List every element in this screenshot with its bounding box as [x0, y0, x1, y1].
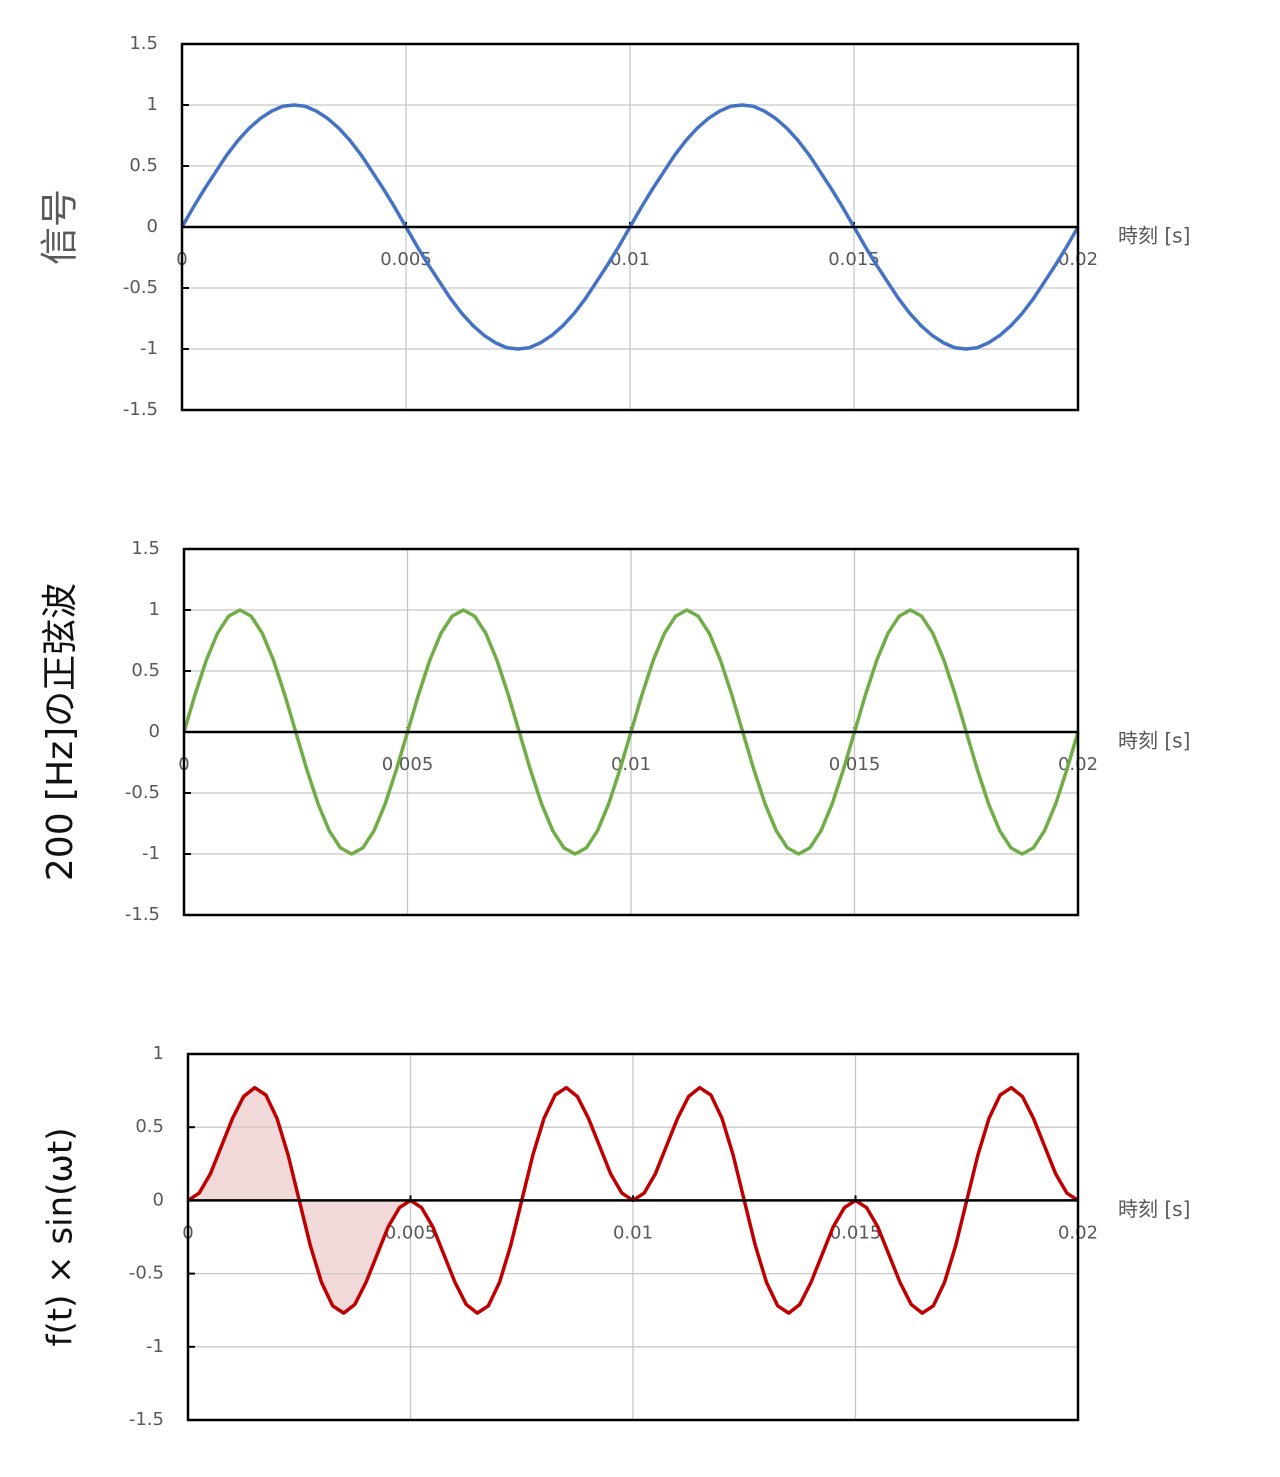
x-axis-label: 時刻 [s]	[1118, 1197, 1190, 1221]
y-axis-label: 200 [Hz]の正弦波	[40, 583, 81, 881]
y-axis-label: 信号	[38, 189, 82, 265]
plot-frame	[182, 547, 1080, 917]
y-tick-label: 1.5	[129, 33, 158, 54]
y-tick-label: 0.5	[135, 1116, 164, 1137]
y-tick-label: 0	[149, 721, 160, 742]
y-tick-label: -1.5	[125, 904, 160, 925]
y-tick-label: 0	[147, 216, 158, 237]
x-tick-label: 0.005	[382, 754, 434, 775]
x-tick-label: 0.01	[611, 754, 651, 775]
x-tick-label: 0.005	[385, 1222, 437, 1243]
y-tick-label: -1	[142, 843, 160, 864]
x-tick-label: 0.015	[828, 249, 880, 270]
y-tick-label: -1	[146, 1336, 164, 1357]
plot-frame	[180, 42, 1080, 412]
y-tick-label: 1.5	[131, 538, 160, 559]
y-tick-label: 1	[153, 1043, 164, 1064]
y-tick-label: -0.5	[129, 1263, 164, 1284]
x-tick-label: 0.01	[610, 249, 650, 270]
y-tick-label: 0	[153, 1189, 164, 1210]
y-axis-label: f(t) × sin(ωt)	[41, 1128, 81, 1347]
x-tick-label: 0.015	[829, 754, 881, 775]
y-tick-label: 1	[149, 599, 160, 620]
y-tick-label: -1.5	[123, 399, 158, 420]
y-tick-label: -1	[140, 338, 158, 359]
x-axis-label: 時刻 [s]	[1118, 729, 1190, 753]
y-tick-label: 0.5	[129, 155, 158, 176]
y-tick-label: -0.5	[125, 782, 160, 803]
chart-panel: -1.5-1-0.500.511.50 0.005 0.01 0.015 0.02時刻 …	[38, 33, 1191, 420]
x-tick-label: 0.01	[613, 1222, 653, 1243]
x-axis-label: 時刻 [s]	[1118, 224, 1190, 248]
y-tick-label: 1	[147, 94, 158, 115]
plot-frame	[186, 1052, 1080, 1422]
x-tick-label: 0.015	[830, 1222, 882, 1243]
y-tick-label: -1.5	[129, 1409, 164, 1430]
y-tick-label: 0.5	[131, 660, 160, 681]
y-tick-label: -0.5	[123, 277, 158, 298]
x-tick-label: 0.005	[380, 249, 432, 270]
chart-panel: -1.5-1-0.500.511.50 0.005 0.01 0.015 0.02時刻 …	[40, 538, 1190, 925]
